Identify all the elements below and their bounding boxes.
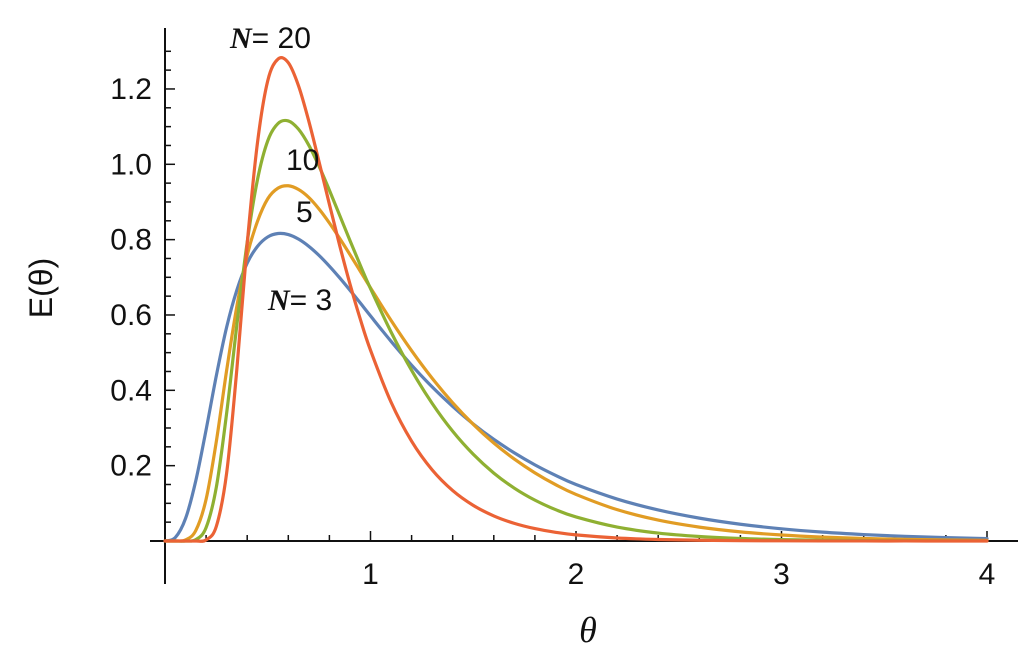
series-line-n10 — [163, 118, 989, 543]
y-tick-label: 0.6 — [110, 299, 152, 332]
x-tick-label: 1 — [362, 558, 379, 591]
y-tick-label: 0.8 — [110, 224, 152, 257]
y-tick-label: 0.2 — [110, 450, 152, 483]
curve-labels: N= 20 10 5 N= 3 — [229, 22, 332, 317]
x-axis-label: θ — [579, 610, 597, 650]
y-tick-label: 1.2 — [110, 73, 152, 106]
curve-label-n3: N= 3 — [267, 284, 332, 317]
y-axis-label: E(θ) — [23, 258, 59, 318]
x-tick-label: 2 — [568, 558, 585, 591]
series-line-n5 — [163, 184, 989, 543]
series-line-n20 — [163, 56, 989, 543]
x-tick-label: 3 — [773, 558, 790, 591]
y-tick-label: 0.4 — [110, 374, 152, 407]
curve-label-n10: 10 — [286, 144, 319, 177]
curve-label-n20: N= 20 — [229, 22, 311, 55]
axes: 1 2 3 4 0.2 0.4 0.6 0.8 1.0 1.2 — [110, 28, 1018, 591]
series-line-n3 — [163, 231, 989, 543]
curves — [163, 56, 989, 543]
y-tick-label: 1.0 — [110, 148, 152, 181]
curve-label-n5: 5 — [296, 196, 313, 229]
x-tick-label: 4 — [979, 558, 996, 591]
